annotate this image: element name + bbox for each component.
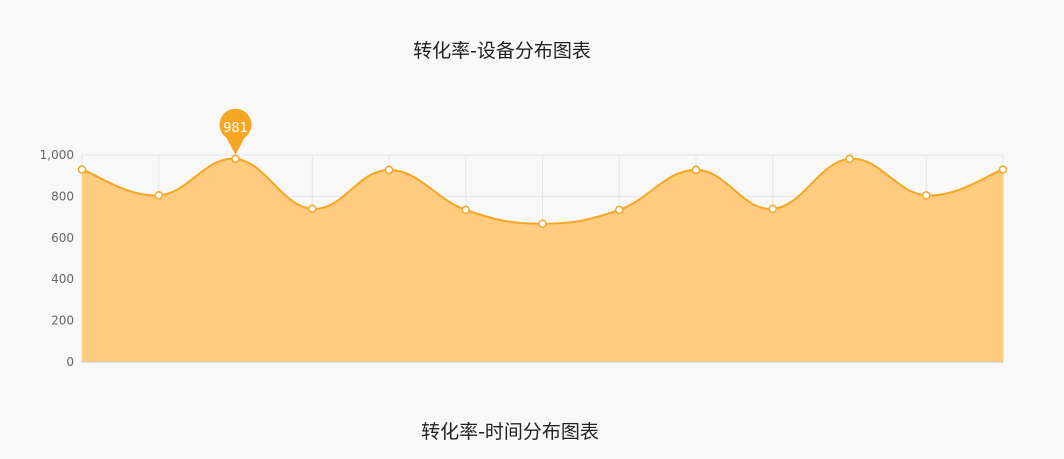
data-point	[845, 154, 854, 164]
device-chart-title: 转化率-设备分布图表	[413, 40, 591, 62]
y-tick-label: 1,000	[40, 148, 74, 162]
data-point	[308, 204, 317, 214]
markpoint-label: 981	[223, 121, 248, 136]
markpoint-layer: 981	[219, 108, 252, 155]
data-point	[231, 154, 240, 164]
data-point	[998, 165, 1008, 174]
time-chart-title: 转化率-时间分布图表	[421, 421, 599, 443]
data-point	[154, 191, 163, 200]
axis-layer: 0 200 400 600 800 1,000	[40, 148, 1003, 369]
data-point	[77, 165, 87, 174]
data-point	[461, 205, 470, 215]
y-tick-label: 600	[51, 231, 74, 245]
data-point	[615, 205, 624, 215]
markpoint-pin	[219, 108, 252, 155]
time-area-chart: 0 200 400 600 800 1,000 981	[40, 108, 1008, 369]
data-point	[691, 165, 701, 175]
point-layer	[77, 154, 1008, 228]
y-tick-label: 0	[66, 355, 74, 369]
data-point	[538, 219, 547, 228]
data-point	[384, 165, 394, 175]
data-point	[922, 191, 931, 200]
data-point	[768, 204, 777, 214]
y-tick-label: 400	[51, 272, 74, 286]
y-tick-label: 200	[51, 314, 74, 328]
y-tick-label: 800	[51, 189, 74, 203]
